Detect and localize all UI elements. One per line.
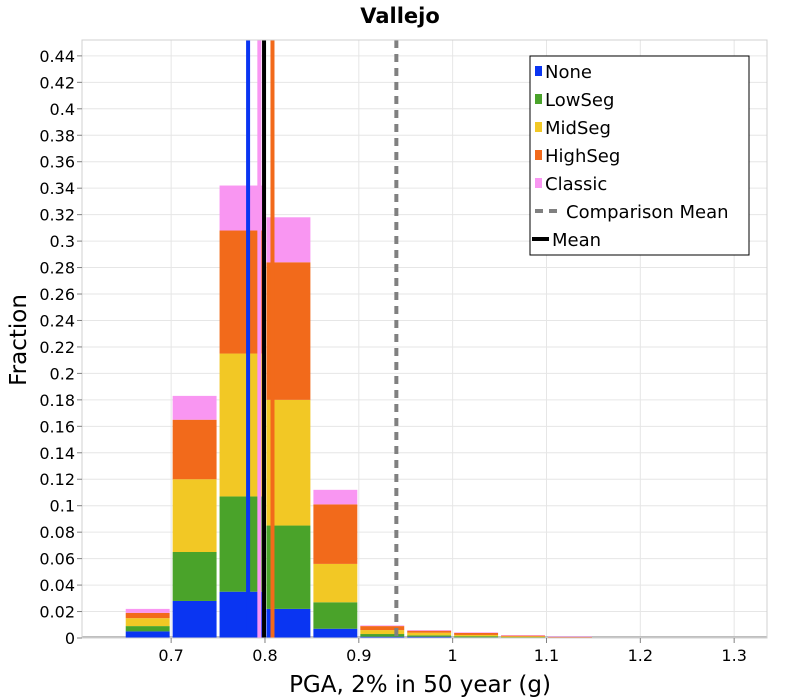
bar-lowseg [501, 637, 545, 638]
bar-highseg [360, 626, 405, 631]
x-tick-label: 0.9 [346, 646, 371, 665]
bar-lowseg [172, 552, 217, 601]
y-tick-label: 0.1 [50, 497, 75, 516]
bar-highseg [407, 630, 452, 633]
y-axis-label: Fraction [6, 294, 32, 386]
x-tick-label: 1.2 [628, 646, 653, 665]
y-tick-label: 0.32 [39, 206, 75, 225]
chart-title: Vallejo [360, 4, 440, 28]
legend-label: Mean [552, 230, 601, 251]
x-tick-label: 1 [448, 646, 458, 665]
plot-frame [81, 39, 768, 639]
bar-highseg [313, 504, 358, 564]
bar-none [407, 636, 452, 638]
y-tick-label: 0.04 [39, 576, 75, 595]
bar-midseg [454, 634, 499, 637]
bar-classic [407, 630, 452, 631]
y-tick-label: 0 [65, 629, 75, 648]
legend-label: Classic [545, 174, 607, 195]
y-tick-label: 0.16 [39, 417, 75, 436]
x-tick-label: 0.7 [158, 646, 183, 665]
legend-box [529, 55, 750, 256]
bar-none [172, 600, 217, 638]
y-tick-label: 0.42 [39, 73, 75, 92]
vertical-lines [246, 40, 399, 638]
y-tick-label: 0.36 [39, 153, 75, 172]
bar-highseg [219, 230, 264, 354]
y-tick-label: 0.18 [39, 391, 75, 410]
bar-highseg [547, 636, 592, 638]
legend-swatch [535, 66, 542, 76]
y-tick-label: 0.02 [39, 603, 75, 622]
y-tick-label: 0.38 [39, 126, 75, 145]
x-axis-label: PGA, 2% in 50 year (g) [289, 672, 551, 698]
y-axis-ticks: 0 0.02 0.04 0.06 0.08 0.1 0.12 0.14 0.16 0.18 0.2 0… [39, 47, 82, 648]
plot-border [81, 39, 768, 639]
bar-classic [125, 608, 170, 613]
x-axis-ticks: 0.7 0.8 0.9 1 1.1 1.2 1.3 [158, 638, 747, 665]
bar-highseg [501, 635, 545, 637]
bar-midseg [219, 353, 264, 497]
legend-label: MidSeg [545, 118, 611, 139]
legend-label: LowSeg [545, 90, 614, 111]
bars [125, 185, 592, 638]
legend: None LowSeg MidSeg HighSeg Classic Comparison… [529, 55, 750, 256]
legend-swatch [535, 94, 542, 104]
legend-swatch [535, 178, 542, 188]
y-tick-label: 0.14 [39, 444, 75, 463]
bar-classic [172, 395, 217, 420]
bar-lowseg [219, 496, 264, 592]
y-tick-label: 0.34 [39, 179, 75, 198]
bar-midseg [172, 479, 217, 553]
y-tick-label: 0.22 [39, 338, 75, 357]
bar-classic [360, 625, 405, 627]
bar-none [360, 636, 405, 638]
bar-lowseg [360, 634, 405, 637]
bar-midseg [360, 630, 405, 635]
y-tick-label: 0.06 [39, 550, 75, 569]
y-tick-label: 0.24 [39, 311, 75, 330]
x-tick-label: 0.8 [252, 646, 277, 665]
bar-highseg [125, 612, 170, 619]
y-tick-label: 0.3 [50, 232, 75, 251]
bar-classic [454, 632, 499, 633]
bar-classic [501, 635, 545, 636]
bar-midseg [501, 636, 545, 638]
bar-classic [219, 185, 264, 231]
bar-none [219, 591, 264, 638]
bar-highseg [454, 632, 499, 635]
bar-midseg [125, 618, 170, 627]
y-tick-label: 0.08 [39, 523, 75, 542]
legend-label: HighSeg [545, 146, 620, 167]
legend-swatch [535, 150, 542, 160]
bar-lowseg [407, 635, 452, 637]
bar-classic [313, 489, 358, 505]
bar-lowseg [125, 626, 170, 632]
y-tick-label: 0.44 [39, 47, 75, 66]
bar-lowseg [313, 602, 358, 629]
bar-lowseg [454, 636, 499, 638]
x-tick-label: 1.3 [721, 646, 746, 665]
y-tick-label: 0.12 [39, 470, 75, 489]
bar-highseg [172, 419, 217, 480]
y-tick-label: 0.28 [39, 259, 75, 278]
x-tick-label: 1.1 [534, 646, 559, 665]
y-tick-label: 0.4 [50, 100, 75, 119]
bar-none [125, 631, 170, 638]
legend-label: None [545, 62, 592, 83]
bar-none [313, 628, 358, 638]
bar-midseg [407, 632, 452, 636]
bar-classic [547, 636, 592, 638]
y-tick-label: 0.2 [50, 364, 75, 383]
bar-midseg [313, 563, 358, 603]
legend-swatch [535, 122, 542, 132]
y-tick-label: 0.26 [39, 285, 75, 304]
legend-label: Comparison Mean [566, 202, 729, 223]
